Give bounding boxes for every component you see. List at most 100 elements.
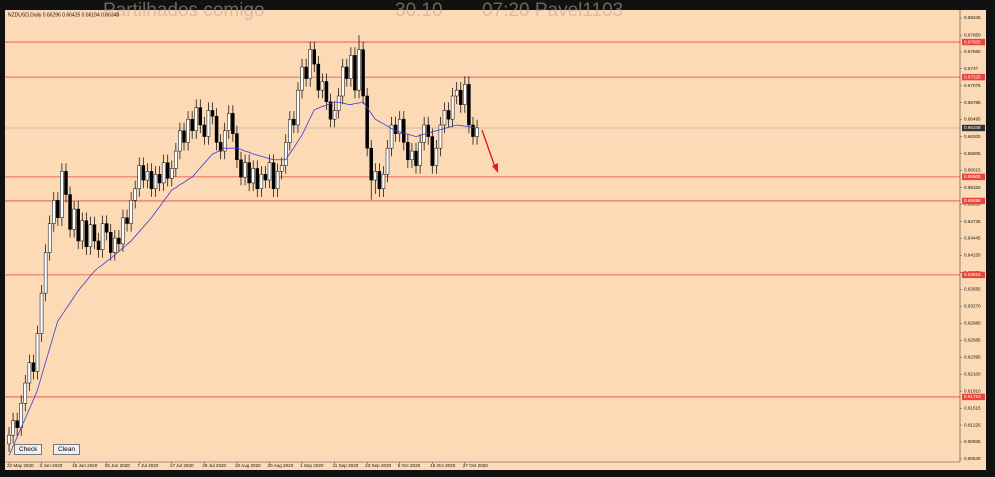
candle-body [145, 171, 150, 181]
candle-body [202, 124, 207, 137]
moving-average-line [8, 101, 478, 456]
candle-body [113, 237, 117, 253]
x-tick-label: 23 Sep 2020 [365, 463, 392, 468]
candle-body [418, 142, 422, 166]
candle-body [84, 220, 89, 248]
overlay-text: 07:20 Pavel1103 [482, 0, 623, 21]
candle-body [426, 124, 430, 137]
plot-area [5, 10, 960, 462]
candle-body [438, 124, 443, 149]
clean-button[interactable]: Clean [53, 444, 80, 455]
y-tick-label: 0.66785 [964, 100, 981, 105]
candle-body [300, 66, 304, 91]
candle-body [459, 89, 463, 105]
level-label-box [962, 197, 985, 205]
candle-body [308, 49, 312, 79]
candle-body [471, 124, 475, 137]
candle-body [328, 101, 333, 120]
candle-body [64, 171, 68, 195]
candle-body [43, 252, 48, 294]
candle-body [284, 142, 288, 166]
candle-body [251, 168, 255, 184]
arrow-shaft [481, 129, 497, 171]
candle-body [19, 403, 23, 428]
candle-body [227, 113, 231, 132]
level-label: 0.65090 [964, 198, 981, 203]
candle-body [320, 81, 325, 91]
candle-body [361, 49, 365, 97]
x-tick-label: 27 Oct 2020 [463, 463, 488, 468]
candle-body [125, 217, 129, 224]
candle-body [56, 200, 60, 219]
candle-body [231, 113, 235, 134]
candle-body [60, 171, 64, 219]
candle-body [312, 49, 316, 65]
candle-body [442, 110, 447, 126]
candle-body [434, 147, 439, 166]
candle-body [141, 165, 146, 181]
candle-body [353, 55, 357, 91]
arrow-head [492, 163, 498, 173]
y-tick-label: 0.60640 [964, 456, 981, 461]
level-label: 0.63815 [964, 272, 981, 277]
candle-body [27, 362, 32, 384]
y-tick-label: 0.62100 [964, 372, 981, 377]
y-tick-label: 0.62395 [964, 354, 981, 359]
candle-body [349, 55, 353, 79]
level-label: 0.65505 [964, 174, 981, 179]
candle-body [178, 130, 182, 152]
y-tick-label: 0.64150 [964, 253, 981, 258]
y-tick-label: 0.67950 [964, 32, 981, 37]
candle-body [161, 162, 166, 184]
candle-body [373, 171, 378, 181]
y-tick-label: 0.68245 [964, 15, 981, 20]
candle-body [109, 232, 113, 253]
candle-body [336, 95, 341, 111]
x-tick-label: 17 Jul 2020 [170, 463, 194, 468]
price-axis-area [960, 10, 986, 462]
candle-body [414, 150, 418, 166]
candle-body [243, 162, 247, 178]
y-tick-label: 0.62980 [964, 321, 981, 326]
time-axis-area [5, 462, 986, 470]
candle-body [214, 116, 219, 143]
y-tick-label: 0.63565 [964, 287, 981, 292]
candle-body [186, 118, 190, 143]
x-tick-label: 20 Aug 2020 [267, 463, 293, 468]
candle-body [393, 124, 398, 134]
candle-body [365, 95, 369, 149]
candle-body [263, 174, 268, 181]
candle-body [137, 165, 141, 190]
y-tick-label: 0.66495 [964, 117, 981, 122]
candle-body [316, 63, 321, 91]
candle-body [121, 217, 125, 245]
candle-body [267, 162, 272, 181]
current-price-label: 0.66348 [964, 125, 981, 130]
candle-body [377, 171, 382, 190]
candle-body [454, 89, 459, 97]
level-label-box [962, 393, 985, 401]
candle-body [153, 174, 158, 190]
level-label: 0.67225 [964, 74, 981, 79]
candle-body [402, 118, 406, 143]
check-button[interactable]: Check [14, 444, 43, 455]
x-tick-label: 29 Jul 2020 [202, 463, 226, 468]
candle-body [39, 292, 44, 334]
level-label-box [962, 173, 985, 181]
x-tick-label: 15 Jun 2020 [72, 463, 98, 468]
candle-body [133, 188, 137, 201]
x-tick-label: 7 Jul 2020 [137, 463, 159, 468]
candle-body [235, 133, 239, 161]
y-tick-label: 0.6737 [964, 66, 978, 71]
chart-layer: 0.68245 0.67950 0.67660 0.6737 0.67075 0.6678… [5, 15, 985, 468]
candle-body [259, 174, 264, 190]
candle-body [304, 66, 308, 79]
x-tick-label: 15 Oct 2020 [430, 463, 455, 468]
candle-body [381, 174, 386, 190]
candle-body [397, 118, 402, 134]
level-label-box [962, 271, 985, 279]
candle-body [92, 224, 97, 242]
level-label-box [962, 73, 985, 81]
